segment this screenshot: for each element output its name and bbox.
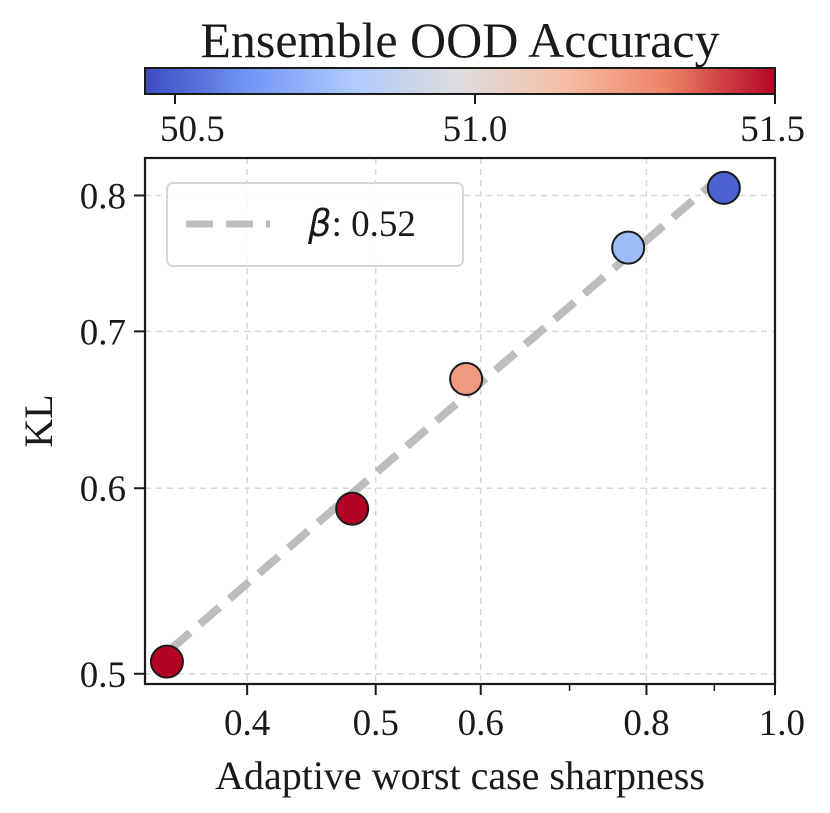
y-axis-title: KL bbox=[16, 394, 61, 447]
y-tick-label: 0.6 bbox=[80, 469, 126, 510]
data-point bbox=[335, 491, 370, 526]
colorbar: Ensemble OOD Accuracy 50.5 51.0 51.5 bbox=[144, 12, 805, 150]
plot-frame bbox=[143, 156, 777, 686]
colorbar-tick-label: 50.5 bbox=[160, 109, 225, 150]
legend-box bbox=[166, 182, 464, 267]
colorbar-tick-label: 51.0 bbox=[443, 109, 508, 150]
legend-beta-symbol: β bbox=[307, 202, 332, 245]
y-axis-ticks: 0.5 0.6 0.7 0.8 bbox=[80, 176, 145, 696]
colorbar-tick-label: 51.5 bbox=[740, 109, 805, 150]
y-tick-label: 0.5 bbox=[80, 655, 126, 696]
x-tick-label: 0.4 bbox=[224, 703, 270, 744]
x-tick-label: 0.5 bbox=[353, 703, 399, 744]
data-points bbox=[149, 170, 741, 679]
x-tick-label: 0.6 bbox=[458, 703, 504, 744]
data-point bbox=[706, 170, 741, 205]
colorbar-gradient-bar bbox=[144, 67, 776, 95]
legend: β: 0.52 bbox=[166, 182, 464, 267]
data-point bbox=[449, 361, 484, 396]
x-axis-title: Adaptive worst case sharpness bbox=[215, 753, 705, 798]
x-tick-label: 0.8 bbox=[623, 703, 669, 744]
colorbar-ticks: 50.5 51.0 51.5 bbox=[160, 94, 805, 150]
data-point bbox=[611, 230, 646, 265]
colorbar-title: Ensemble OOD Accuracy bbox=[200, 12, 719, 68]
x-tick-label: 1.0 bbox=[759, 703, 805, 744]
x-axis-ticks: 0.4 0.5 0.6 0.8 1.0 bbox=[224, 684, 805, 744]
legend-label: β: 0.52 bbox=[307, 202, 416, 245]
y-tick-label: 0.7 bbox=[80, 312, 126, 353]
y-tick-label: 0.8 bbox=[80, 176, 126, 217]
legend-beta-value: : 0.52 bbox=[332, 204, 416, 245]
data-point bbox=[149, 644, 184, 679]
